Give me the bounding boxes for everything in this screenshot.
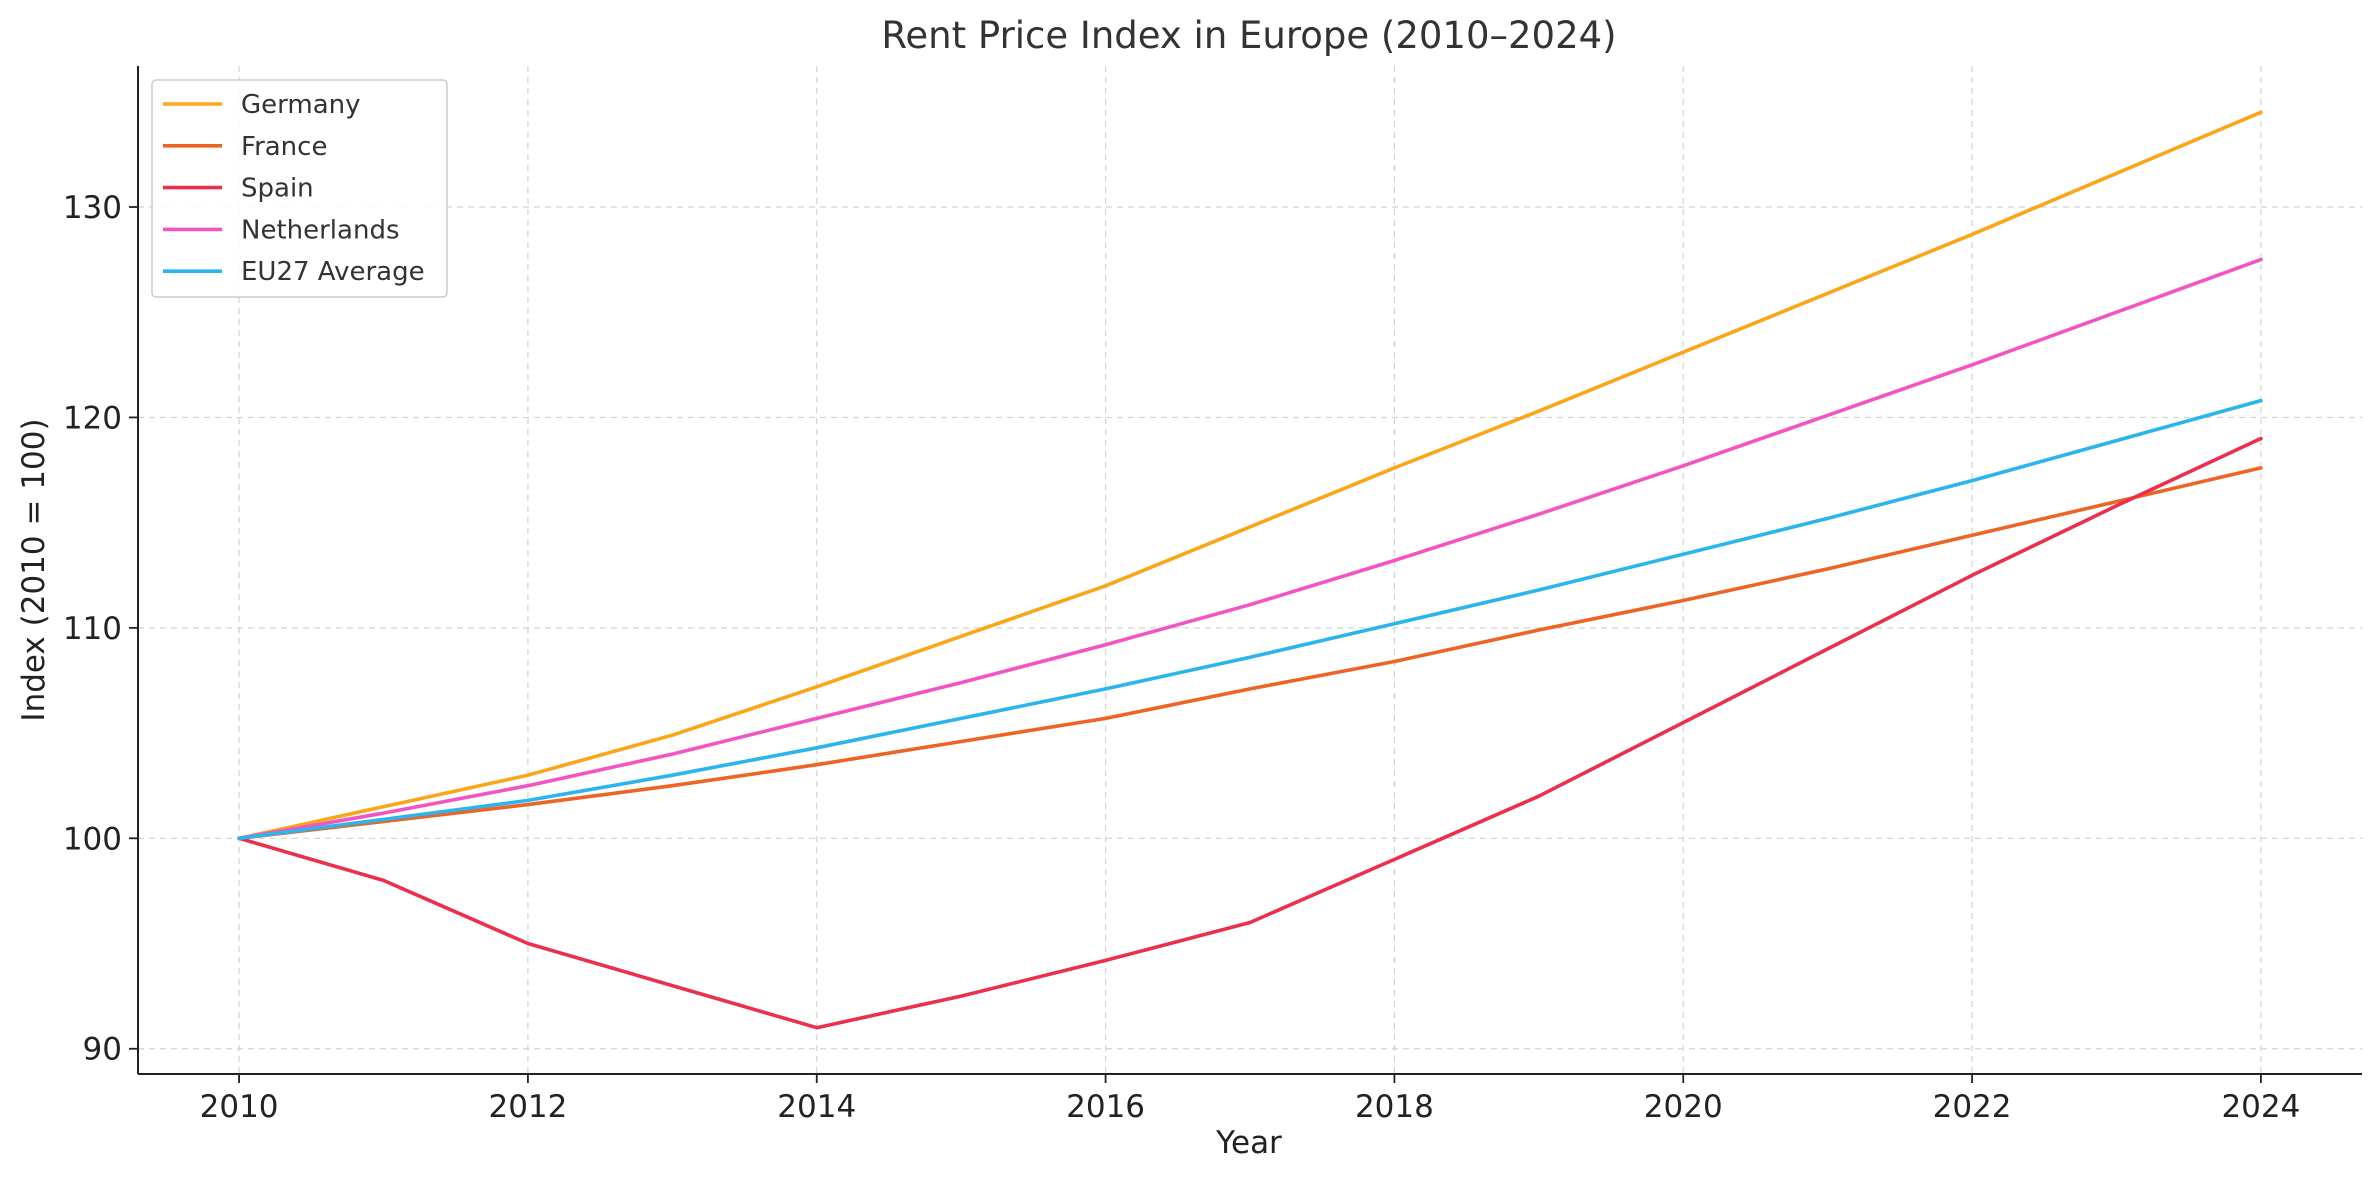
y-axis-label: Index (2010 = 100) bbox=[16, 418, 52, 721]
legend-label-spain: Spain bbox=[241, 174, 314, 204]
legend-box bbox=[151, 79, 448, 298]
x-tick-label: 2010 bbox=[200, 1089, 279, 1125]
y-tick-label: 90 bbox=[83, 1032, 122, 1068]
legend: Germany France Spain Netherlands EU27 Averag… bbox=[151, 79, 448, 298]
axes bbox=[137, 66, 2362, 1075]
y-tick-label: 100 bbox=[63, 821, 122, 857]
y-axis-ticks: 90 100 110 120 130 bbox=[63, 190, 138, 1068]
legend-label-netherlands: Netherlands bbox=[241, 215, 400, 245]
x-tick-label: 2012 bbox=[488, 1089, 567, 1125]
x-axis-ticks: 2010 2012 2014 2016 2018 2020 2022 2024 bbox=[200, 1074, 2300, 1125]
y-tick-label: 130 bbox=[63, 190, 122, 226]
series-lines bbox=[237, 110, 2263, 1030]
series-line-spain bbox=[237, 436, 2263, 1030]
legend-label-eu27-average: EU27 Average bbox=[241, 257, 425, 287]
chart-title: Rent Price Index in Europe (2010–2024) bbox=[881, 14, 1616, 57]
y-tick-label: 110 bbox=[63, 611, 122, 647]
series-line-eu27-average bbox=[237, 398, 2263, 841]
series-line-netherlands bbox=[237, 257, 2263, 841]
x-tick-label: 2016 bbox=[1066, 1089, 1145, 1125]
x-axis-label: Year bbox=[1215, 1125, 1282, 1161]
x-tick-label: 2014 bbox=[777, 1089, 856, 1125]
grid bbox=[138, 66, 2362, 1074]
x-tick-label: 2018 bbox=[1355, 1089, 1434, 1125]
x-tick-label: 2020 bbox=[1644, 1089, 1723, 1125]
series-line-france bbox=[237, 466, 2263, 841]
x-tick-label: 2024 bbox=[2221, 1089, 2300, 1125]
series-line-germany bbox=[237, 110, 2263, 841]
legend-label-germany: Germany bbox=[241, 90, 361, 120]
legend-label-france: France bbox=[241, 132, 327, 162]
y-tick-label: 120 bbox=[63, 400, 122, 436]
x-tick-label: 2022 bbox=[1933, 1089, 2012, 1125]
